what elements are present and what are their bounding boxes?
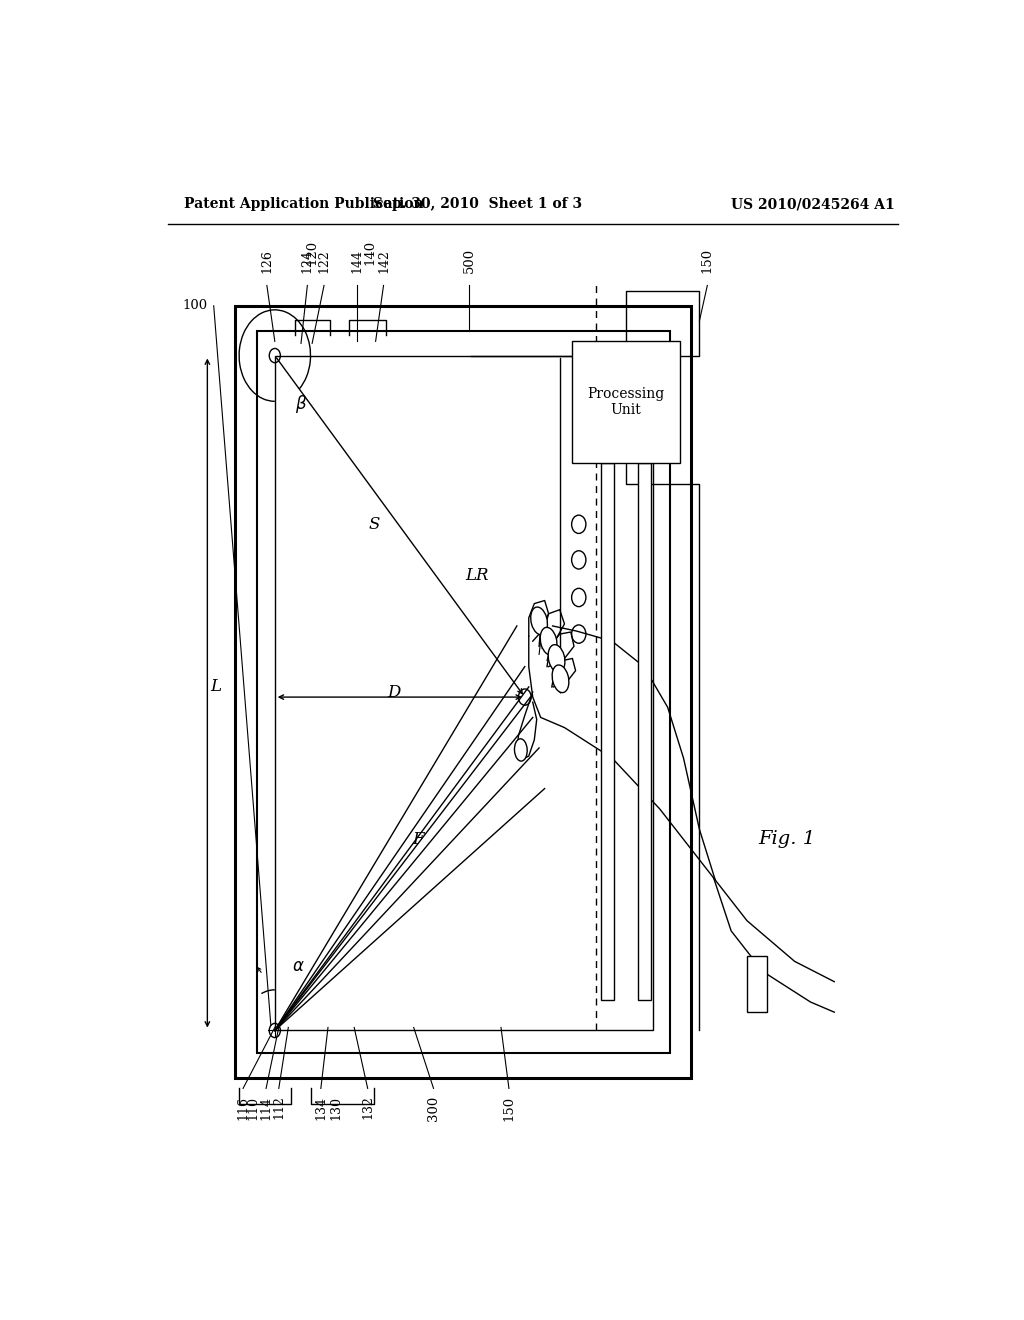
Text: S: S bbox=[369, 516, 380, 533]
Ellipse shape bbox=[514, 739, 527, 762]
Text: 114: 114 bbox=[260, 1096, 272, 1119]
Text: Fig. 1: Fig. 1 bbox=[758, 830, 815, 849]
Ellipse shape bbox=[552, 665, 569, 693]
Bar bbox=[257, 331, 670, 1053]
Bar bbox=[274, 355, 652, 1031]
Text: 132: 132 bbox=[361, 1096, 374, 1119]
Text: US 2010/0245264 A1: US 2010/0245264 A1 bbox=[731, 197, 895, 211]
Text: $\beta$: $\beta$ bbox=[295, 393, 307, 416]
Text: 134: 134 bbox=[314, 1096, 328, 1119]
Text: 500: 500 bbox=[463, 248, 476, 273]
Text: Patent Application Publication: Patent Application Publication bbox=[183, 197, 423, 211]
Text: 130: 130 bbox=[330, 1096, 342, 1119]
Text: 300: 300 bbox=[427, 1096, 440, 1121]
Text: L: L bbox=[210, 678, 221, 696]
Text: 144: 144 bbox=[350, 249, 364, 273]
Text: 150: 150 bbox=[503, 1096, 515, 1121]
Bar bbox=[236, 306, 691, 1078]
Text: 100: 100 bbox=[182, 300, 207, 313]
Text: 120: 120 bbox=[305, 240, 318, 265]
Text: 150: 150 bbox=[700, 248, 714, 273]
Text: 112: 112 bbox=[272, 1096, 286, 1119]
Text: 142: 142 bbox=[377, 249, 390, 273]
Text: 124: 124 bbox=[301, 249, 313, 273]
Bar bbox=[638, 463, 650, 1001]
Text: $\alpha$: $\alpha$ bbox=[292, 958, 305, 975]
Text: LR: LR bbox=[466, 566, 488, 583]
Text: D: D bbox=[387, 684, 400, 701]
Text: Processing
Unit: Processing Unit bbox=[588, 387, 665, 417]
Bar bbox=[601, 463, 614, 1001]
Text: Sep. 30, 2010  Sheet 1 of 3: Sep. 30, 2010 Sheet 1 of 3 bbox=[373, 197, 582, 211]
Bar bbox=[572, 342, 680, 463]
Text: F: F bbox=[412, 830, 423, 847]
Text: 116: 116 bbox=[237, 1096, 250, 1119]
Text: 140: 140 bbox=[364, 240, 377, 265]
Text: 122: 122 bbox=[317, 249, 331, 273]
Text: 126: 126 bbox=[260, 249, 273, 273]
Bar bbox=[748, 956, 767, 1012]
Ellipse shape bbox=[541, 627, 557, 655]
Ellipse shape bbox=[530, 607, 548, 635]
Text: 110: 110 bbox=[247, 1096, 260, 1119]
Ellipse shape bbox=[548, 644, 565, 672]
